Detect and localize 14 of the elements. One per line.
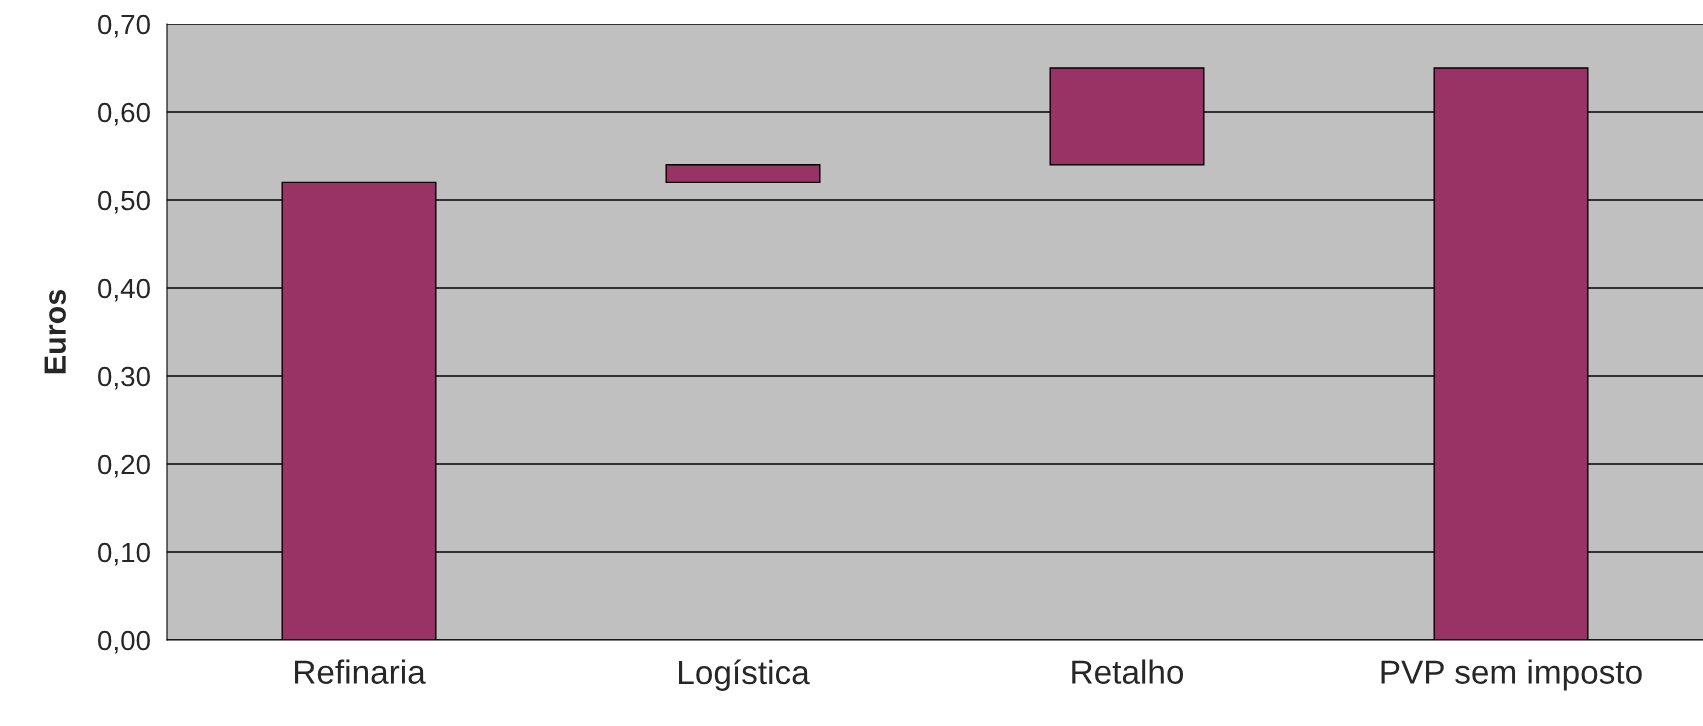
- x-tick-label: Refinaria: [295, 659, 426, 684]
- y-axis-title: Euros: [44, 289, 66, 374]
- y-tick-label: 0,50: [98, 190, 150, 214]
- y-tick-label: 0,70: [98, 14, 150, 38]
- y-tick-label: 0,60: [98, 102, 150, 126]
- y-tick-label: 0,30: [98, 366, 150, 390]
- y-tick-label: 0,40: [98, 278, 150, 302]
- y-tick-label: 0,10: [98, 542, 150, 566]
- x-tick-label: Logística: [679, 659, 810, 691]
- y-tick-label: 0,20: [98, 454, 150, 478]
- bar: [665, 164, 821, 184]
- x-tick-label: PVP sem imposto: [1381, 659, 1642, 691]
- y-tick-label: 0,00: [98, 630, 150, 654]
- x-tick-label: Retalho: [1072, 659, 1184, 684]
